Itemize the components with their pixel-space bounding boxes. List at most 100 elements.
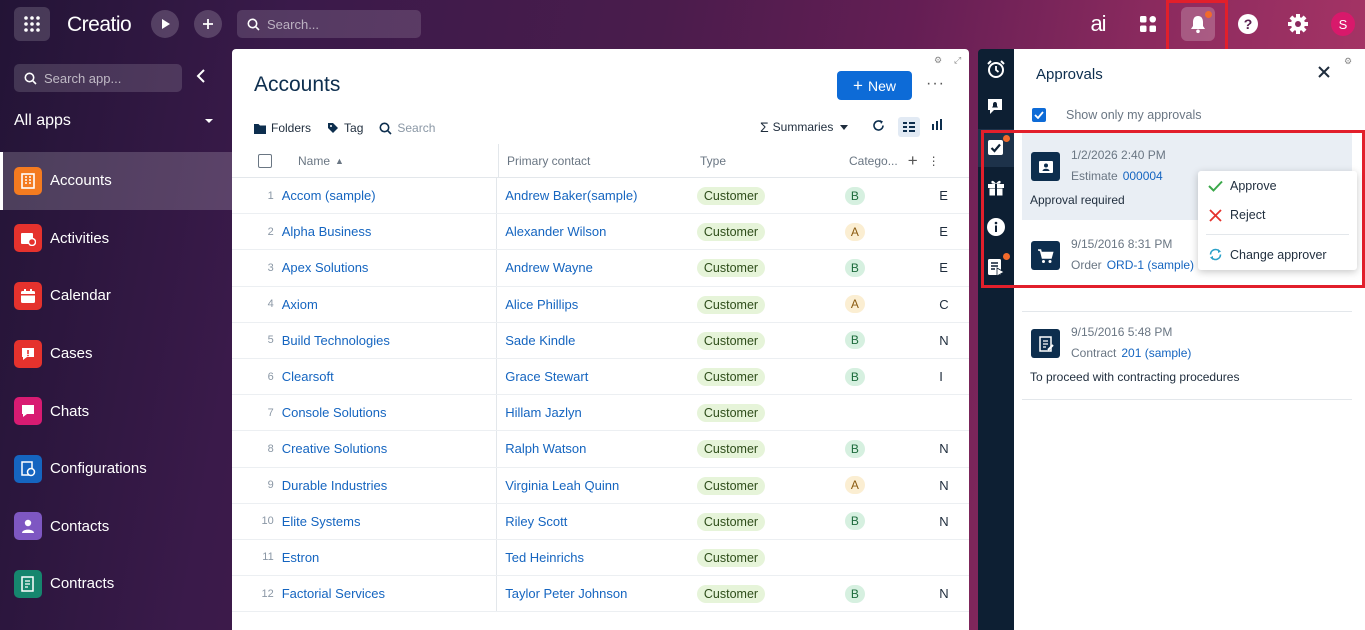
- account-name-link[interactable]: Apex Solutions: [281, 260, 369, 276]
- sidebar-item-chats[interactable]: Chats: [0, 382, 232, 440]
- table-row[interactable]: 10 Elite Systems Riley Scott Customer B N: [232, 503, 969, 540]
- column-header-name[interactable]: Name ▲: [298, 144, 499, 177]
- record-link[interactable]: 000004: [1122, 169, 1163, 183]
- approval-card-order[interactable]: 9/15/2016 8:31 PM Order ORD-1 (sample): [1022, 229, 1352, 289]
- contact-link[interactable]: Andrew Baker(sample): [505, 188, 638, 204]
- row-number: 7: [267, 406, 274, 419]
- account-name-link[interactable]: Factorial Services: [281, 586, 386, 602]
- change-approver-menu-item[interactable]: Change approver: [1208, 247, 1327, 262]
- sidebar-item-activities[interactable]: Activities: [0, 210, 232, 268]
- refresh-button[interactable]: [872, 119, 885, 132]
- contact-link[interactable]: Ted Heinrichs: [505, 549, 584, 565]
- quick-add-button[interactable]: [194, 10, 222, 38]
- chart-view-button[interactable]: [931, 119, 943, 130]
- account-name-link[interactable]: Clearsoft: [281, 369, 334, 385]
- ai-assistant-button[interactable]: ai: [1090, 11, 1106, 36]
- contact-link[interactable]: Ralph Watson: [505, 441, 587, 457]
- process-tasks-button[interactable]: [984, 255, 1008, 279]
- table-row[interactable]: 2 Alpha Business Alexander Wilson Customer A…: [232, 214, 969, 251]
- account-name-link[interactable]: Creative Solutions: [281, 441, 388, 457]
- account-name-link[interactable]: Accom (sample): [281, 188, 376, 204]
- account-name-link[interactable]: Console Solutions: [281, 405, 387, 421]
- sidebar-item-cases[interactable]: Cases: [0, 325, 232, 383]
- approve-menu-item[interactable]: Approve: [1208, 179, 1277, 193]
- contact-link[interactable]: Andrew Wayne: [505, 260, 593, 276]
- checkbox-checked[interactable]: [1032, 108, 1046, 122]
- category-cell: A: [844, 476, 939, 495]
- table-row[interactable]: 9 Durable Industries Virginia Leah Quinn Cu…: [232, 467, 969, 504]
- account-name-link[interactable]: Elite Systems: [281, 513, 361, 529]
- app-search-input[interactable]: Search app...: [14, 64, 182, 92]
- account-name-link[interactable]: Estron: [281, 549, 320, 565]
- table-row[interactable]: 8 Creative Solutions Ralph Watson Customer B…: [232, 431, 969, 468]
- table-row[interactable]: 5 Build Technologies Sade Kindle Customer B N: [232, 322, 969, 359]
- table-row[interactable]: 6 Clearsoft Grace Stewart Customer B I: [232, 358, 969, 396]
- run-process-button[interactable]: [151, 10, 179, 38]
- contact-link[interactable]: Sade Kindle: [505, 332, 576, 348]
- new-button[interactable]: + New: [837, 71, 912, 100]
- settings-button[interactable]: [1285, 9, 1311, 39]
- approval-card-contract[interactable]: 9/15/2016 5:48 PM Contract 201 (sample) T…: [1030, 325, 1240, 384]
- whats-new-button[interactable]: [984, 175, 1008, 199]
- contact-link[interactable]: Alexander Wilson: [505, 224, 607, 240]
- help-button[interactable]: ?: [1235, 9, 1261, 39]
- only-my-approvals-toggle[interactable]: Show only my approvals: [1032, 108, 1201, 122]
- approvals-button[interactable]: [984, 136, 1008, 160]
- pin-icon[interactable]: ⚙: [934, 55, 943, 65]
- account-name-link[interactable]: Durable Industries: [281, 477, 388, 493]
- creatio-logo[interactable]: Creatio: [67, 13, 132, 36]
- notifications-button[interactable]: [1185, 9, 1211, 39]
- contact-link[interactable]: Taylor Peter Johnson: [505, 586, 628, 602]
- reminders-button[interactable]: [984, 57, 1008, 81]
- info-button[interactable]: [984, 215, 1008, 239]
- account-name-link[interactable]: Axiom: [281, 296, 318, 312]
- app-launcher-button[interactable]: [14, 7, 50, 41]
- contact-link[interactable]: Hillam Jazlyn: [505, 405, 582, 421]
- close-button[interactable]: [1318, 65, 1330, 82]
- column-header-category[interactable]: Catego...: [849, 153, 898, 168]
- reject-menu-item[interactable]: Reject: [1208, 208, 1265, 222]
- table-row[interactable]: 1 Accom (sample) Andrew Baker(sample) Custo…: [232, 178, 969, 215]
- record-link[interactable]: 201 (sample): [1121, 346, 1192, 360]
- notifications-feed-button[interactable]: [984, 95, 1008, 119]
- column-menu-button[interactable]: ⋮: [927, 153, 940, 168]
- info-icon: [987, 218, 1005, 236]
- sidebar-item-configurations[interactable]: Configurations: [0, 440, 232, 498]
- table-row[interactable]: 7 Console Solutions Hillam Jazlyn Customer: [232, 395, 969, 432]
- table-row[interactable]: 12 Factorial Services Taylor Peter Johnson…: [232, 576, 969, 613]
- record-link[interactable]: ORD-1 (sample): [1106, 258, 1195, 272]
- table-row[interactable]: 4 Axiom Alice Phillips Customer A C: [232, 286, 969, 323]
- contact-link[interactable]: Grace Stewart: [505, 369, 589, 385]
- list-view-icon: [903, 122, 915, 132]
- app-tiles-button[interactable]: [1135, 9, 1161, 39]
- select-all-checkbox[interactable]: [258, 153, 272, 168]
- sidebar-item-contracts[interactable]: Contracts: [0, 555, 232, 613]
- summaries-button[interactable]: Σ Summaries: [760, 119, 849, 135]
- global-search-input[interactable]: Search...: [237, 10, 421, 38]
- truncated-cell: N: [939, 586, 949, 602]
- cases-icon: [14, 339, 42, 368]
- list-search-input[interactable]: Search: [379, 121, 435, 135]
- contact-link[interactable]: Alice Phillips: [505, 296, 579, 312]
- sidebar-item-accounts[interactable]: Accounts: [0, 152, 232, 210]
- panel-settings-icon[interactable]: ⚙: [1344, 56, 1353, 66]
- expand-icon[interactable]: ⤢: [954, 55, 962, 65]
- collapse-sidebar-button[interactable]: [194, 68, 210, 87]
- tag-button[interactable]: Tag: [327, 121, 363, 135]
- table-row[interactable]: 11 Estron Ted Heinrichs Customer: [232, 539, 969, 577]
- user-avatar[interactable]: S: [1331, 12, 1355, 36]
- account-name-link[interactable]: Alpha Business: [281, 224, 372, 240]
- contact-link[interactable]: Virginia Leah Quinn: [505, 477, 620, 493]
- more-actions-button[interactable]: ···: [926, 75, 945, 92]
- column-header-contact[interactable]: Primary contact: [507, 153, 591, 168]
- workspace-selector[interactable]: All apps: [14, 112, 214, 130]
- sidebar-item-calendar[interactable]: Calendar: [0, 267, 232, 325]
- list-view-button[interactable]: [898, 117, 920, 137]
- sidebar-item-contacts[interactable]: Contacts: [0, 498, 232, 556]
- account-name-link[interactable]: Build Technologies: [281, 332, 390, 348]
- add-column-button[interactable]: +: [907, 150, 918, 170]
- folders-button[interactable]: Folders: [254, 121, 311, 135]
- contact-link[interactable]: Riley Scott: [505, 513, 568, 529]
- column-header-type[interactable]: Type: [700, 153, 727, 168]
- table-row[interactable]: 3 Apex Solutions Andrew Wayne Customer B E: [232, 250, 969, 287]
